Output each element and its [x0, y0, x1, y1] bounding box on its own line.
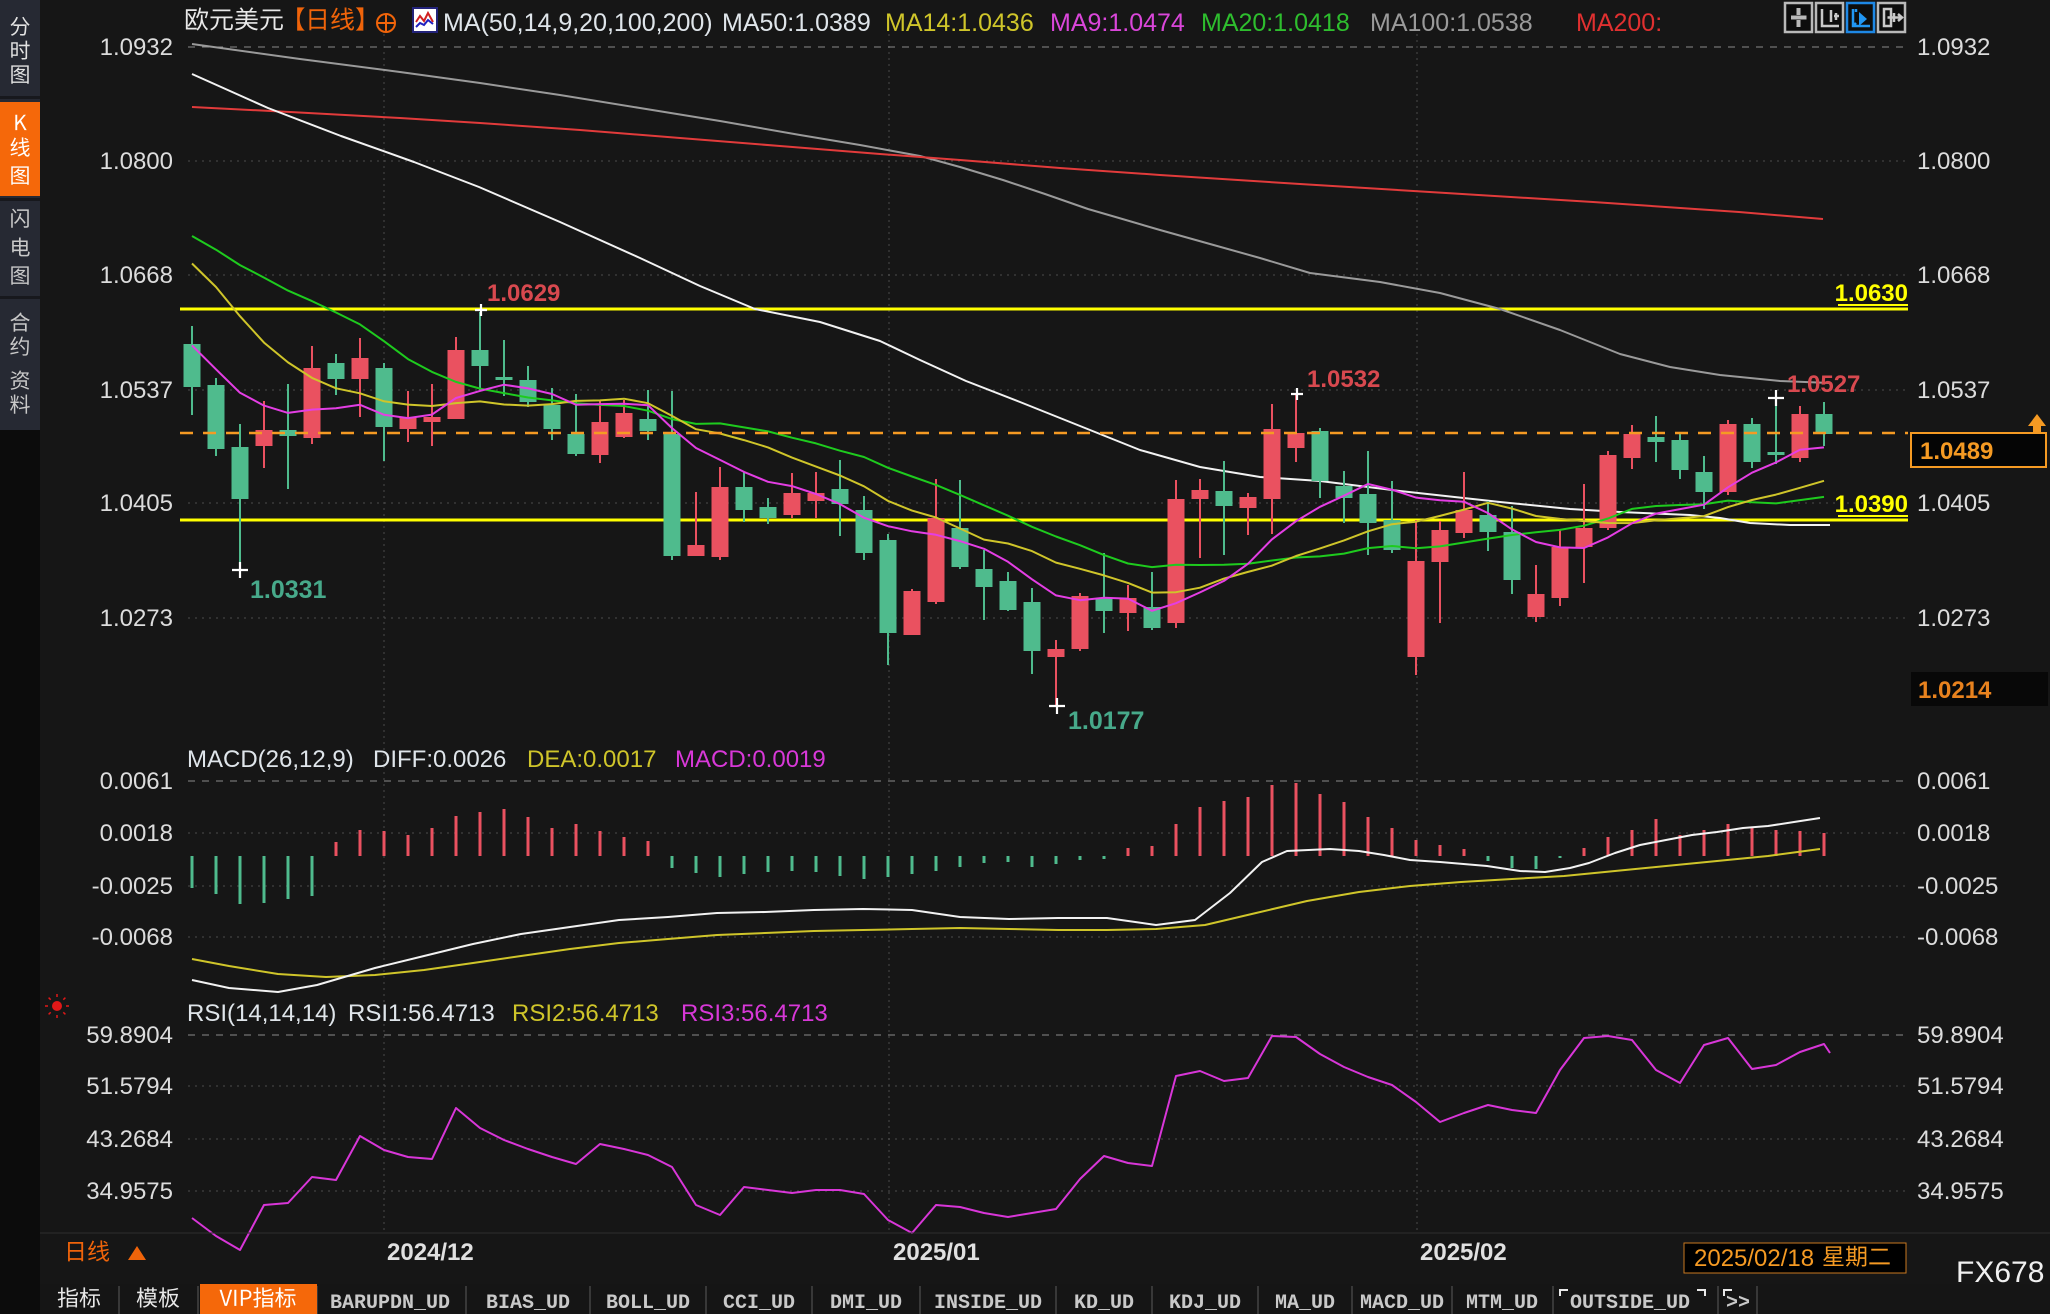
svg-text:1.0489: 1.0489 [1920, 438, 1993, 465]
svg-text:MACD:0.0019: MACD:0.0019 [675, 746, 826, 773]
svg-text:1.0668: 1.0668 [1917, 262, 1990, 289]
svg-text:DIFF:0.0026: DIFF:0.0026 [373, 746, 506, 773]
svg-text:MA(50,14,9,20,100,200): MA(50,14,9,20,100,200) [443, 9, 713, 37]
svg-text:INSIDE_UD: INSIDE_UD [934, 1292, 1042, 1314]
svg-text:1.0537: 1.0537 [1917, 377, 1990, 404]
svg-text:KDJ_UD: KDJ_UD [1169, 1292, 1241, 1314]
svg-text:1.0273: 1.0273 [1917, 605, 1990, 632]
svg-text:>>: >> [1726, 1292, 1750, 1314]
svg-text:MA9:1.0474: MA9:1.0474 [1050, 9, 1185, 37]
svg-text:0.0018: 0.0018 [100, 820, 173, 847]
svg-text:2025/02: 2025/02 [1420, 1239, 1507, 1266]
svg-text:1.0390: 1.0390 [1835, 491, 1908, 518]
svg-text:RSI2:56.4713: RSI2:56.4713 [512, 1000, 659, 1027]
svg-text:DEA:0.0017: DEA:0.0017 [527, 746, 656, 773]
svg-text:BOLL_UD: BOLL_UD [606, 1292, 690, 1314]
svg-text:MACD_UD: MACD_UD [1360, 1292, 1444, 1314]
svg-text:1.0800: 1.0800 [1917, 148, 1990, 175]
svg-text:DMI_UD: DMI_UD [830, 1292, 902, 1314]
svg-text:59.8904: 59.8904 [86, 1022, 173, 1049]
svg-text:MTM_UD: MTM_UD [1466, 1292, 1538, 1314]
svg-text:1.0214: 1.0214 [1918, 677, 1992, 704]
svg-text:0.0018: 0.0018 [1917, 820, 1990, 847]
svg-text:MA100:1.0538: MA100:1.0538 [1370, 9, 1533, 37]
svg-text:FX678: FX678 [1956, 1256, 2044, 1289]
svg-text:MA50:1.0389: MA50:1.0389 [722, 9, 871, 37]
svg-text:OUTSIDE_UD: OUTSIDE_UD [1570, 1292, 1690, 1314]
svg-text:MA20:1.0418: MA20:1.0418 [1201, 9, 1350, 37]
svg-text:59.8904: 59.8904 [1917, 1022, 2004, 1049]
svg-text:34.9575: 34.9575 [86, 1178, 173, 1205]
svg-text:1.0405: 1.0405 [100, 490, 173, 517]
svg-text:1.0532: 1.0532 [1307, 366, 1380, 393]
svg-text:2024/12: 2024/12 [387, 1239, 474, 1266]
svg-text:BIAS_UD: BIAS_UD [486, 1292, 570, 1314]
svg-text:1.0932: 1.0932 [100, 34, 173, 61]
svg-text:1.0331: 1.0331 [250, 576, 327, 604]
svg-text:MA_UD: MA_UD [1275, 1292, 1335, 1314]
svg-text:2025/01: 2025/01 [893, 1239, 980, 1266]
svg-text:-0.0025: -0.0025 [92, 873, 173, 900]
svg-text:BARUPDN_UD: BARUPDN_UD [330, 1292, 450, 1314]
svg-text:1.0273: 1.0273 [100, 605, 173, 632]
svg-text:0.0061: 0.0061 [100, 768, 173, 795]
svg-text:RSI1:56.4713: RSI1:56.4713 [348, 1000, 495, 1027]
svg-text:1.0405: 1.0405 [1917, 490, 1990, 517]
svg-text:1.0800: 1.0800 [100, 148, 173, 175]
svg-text:-0.0025: -0.0025 [1917, 873, 1998, 900]
svg-text:1.0629: 1.0629 [487, 280, 560, 307]
svg-text:43.2684: 43.2684 [86, 1126, 173, 1153]
svg-text:MACD(26,12,9): MACD(26,12,9) [187, 746, 354, 773]
svg-text:1.0932: 1.0932 [1917, 34, 1990, 61]
svg-text:1.0177: 1.0177 [1068, 707, 1144, 735]
svg-text:34.9575: 34.9575 [1917, 1178, 2004, 1205]
svg-text:-0.0068: -0.0068 [92, 924, 173, 951]
svg-text:51.5794: 51.5794 [1917, 1073, 2004, 1100]
svg-text:1.0527: 1.0527 [1787, 371, 1860, 398]
svg-text:-0.0068: -0.0068 [1917, 924, 1998, 951]
svg-text:RSI3:56.4713: RSI3:56.4713 [681, 1000, 828, 1027]
svg-text:1.0537: 1.0537 [100, 377, 173, 404]
svg-text:2025/02/18: 2025/02/18 [1694, 1245, 1814, 1272]
svg-text:1.0630: 1.0630 [1835, 280, 1908, 307]
svg-text:RSI(14,14,14): RSI(14,14,14) [187, 1000, 336, 1027]
svg-text:MA14:1.0436: MA14:1.0436 [885, 9, 1034, 37]
svg-text:51.5794: 51.5794 [86, 1073, 173, 1100]
svg-text:KD_UD: KD_UD [1074, 1292, 1134, 1314]
svg-text:0.0061: 0.0061 [1917, 768, 1990, 795]
svg-text:MA200:: MA200: [1576, 9, 1662, 37]
svg-text:1.0668: 1.0668 [100, 262, 173, 289]
svg-text:43.2684: 43.2684 [1917, 1126, 2004, 1153]
svg-text:CCI_UD: CCI_UD [723, 1292, 795, 1314]
